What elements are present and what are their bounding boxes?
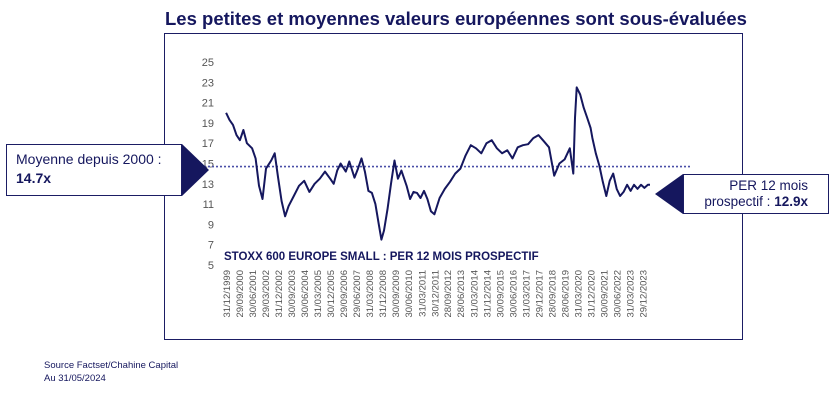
x-tick-label: 30/12/2011 xyxy=(430,270,441,317)
x-tick-label: 28/06/2019 xyxy=(560,270,571,318)
y-tick-label: 17 xyxy=(202,138,214,150)
x-tick-label: 28/09/2012 xyxy=(443,270,454,318)
average-callout-label: Moyenne depuis 2000 : xyxy=(16,151,162,167)
x-tick-label: 29/12/2023 xyxy=(639,270,650,318)
x-tick-label: 31/12/2014 xyxy=(482,270,493,318)
x-tick-label: 30/06/2010 xyxy=(404,270,415,318)
x-tick-label: 31/03/2005 xyxy=(313,270,324,318)
x-tick-label: 30/09/2009 xyxy=(391,270,402,318)
x-tick-label: 31/12/2020 xyxy=(587,270,598,318)
x-tick-label: 28/09/2018 xyxy=(547,270,558,318)
x-tick-label: 31/03/2023 xyxy=(626,270,637,318)
right-callout-arrow xyxy=(655,174,683,214)
x-tick-label: 31/03/2020 xyxy=(574,270,585,318)
x-tick-label: 30/12/2005 xyxy=(326,270,337,318)
x-tick-label: 30/06/2004 xyxy=(300,270,311,318)
x-tick-label: 31/03/2008 xyxy=(365,270,376,318)
x-tick-label: 30/06/2001 xyxy=(248,270,259,318)
x-tick-label: 28/06/2013 xyxy=(456,270,467,318)
current-per-callout-value: 12.9x xyxy=(774,194,808,209)
average-callout: Moyenne depuis 2000 : 14.7x xyxy=(6,144,182,196)
x-tick-label: 31/12/2002 xyxy=(274,270,285,318)
y-tick-label: 11 xyxy=(203,199,214,211)
source-line-1: Source Factset/Chahine Capital xyxy=(44,360,179,371)
x-tick-label: 29/09/2006 xyxy=(339,270,350,318)
y-tick-label: 25 xyxy=(202,57,214,69)
y-tick-label: 21 xyxy=(202,98,214,110)
source-line-2: Au 31/05/2024 xyxy=(44,373,106,384)
x-tick-label: 31/12/2008 xyxy=(378,270,389,318)
average-callout-value: 14.7x xyxy=(16,170,52,186)
y-tick-label: 19 xyxy=(202,118,214,130)
current-per-callout-label: PER 12 mois prospectif : xyxy=(704,178,808,209)
series-line xyxy=(225,86,650,241)
x-axis: 31/12/1999 29/09/2000 30/06/2001 29/03/2002… xyxy=(222,270,650,318)
x-tick-label: 30/06/2016 xyxy=(508,270,519,318)
y-tick-label: 9 xyxy=(208,219,214,231)
x-tick-label: 30/09/2015 xyxy=(495,270,506,318)
x-tick-label: 29/06/2007 xyxy=(352,270,363,318)
x-tick-label: 31/03/2017 xyxy=(521,270,532,318)
x-tick-label: 29/12/2017 xyxy=(534,270,545,318)
in-chart-title: STOXX 600 EUROPE SMALL : PER 12 MOIS PRO… xyxy=(224,251,539,263)
y-tick-label: 5 xyxy=(208,260,214,272)
x-tick-label: 30/09/2003 xyxy=(287,270,298,318)
y-tick-label: 23 xyxy=(202,77,214,89)
current-per-callout: PER 12 mois prospectif : 12.9x xyxy=(683,174,829,214)
left-callout-arrow xyxy=(182,144,209,196)
y-tick-label: 13 xyxy=(202,179,214,191)
x-tick-label: 30/09/2021 xyxy=(600,270,611,318)
x-tick-label: 30/06/2022 xyxy=(613,270,624,318)
y-tick-label: 7 xyxy=(208,240,214,252)
x-tick-label: 31/03/2011 xyxy=(417,270,428,317)
x-tick-label: 29/03/2002 xyxy=(261,270,272,318)
chart-title: Les petites et moyennes valeurs européen… xyxy=(165,8,747,29)
x-tick-label: 29/09/2000 xyxy=(235,270,246,318)
x-tick-label: 31/12/1999 xyxy=(222,270,233,318)
x-tick-label: 31/03/2014 xyxy=(469,270,480,318)
